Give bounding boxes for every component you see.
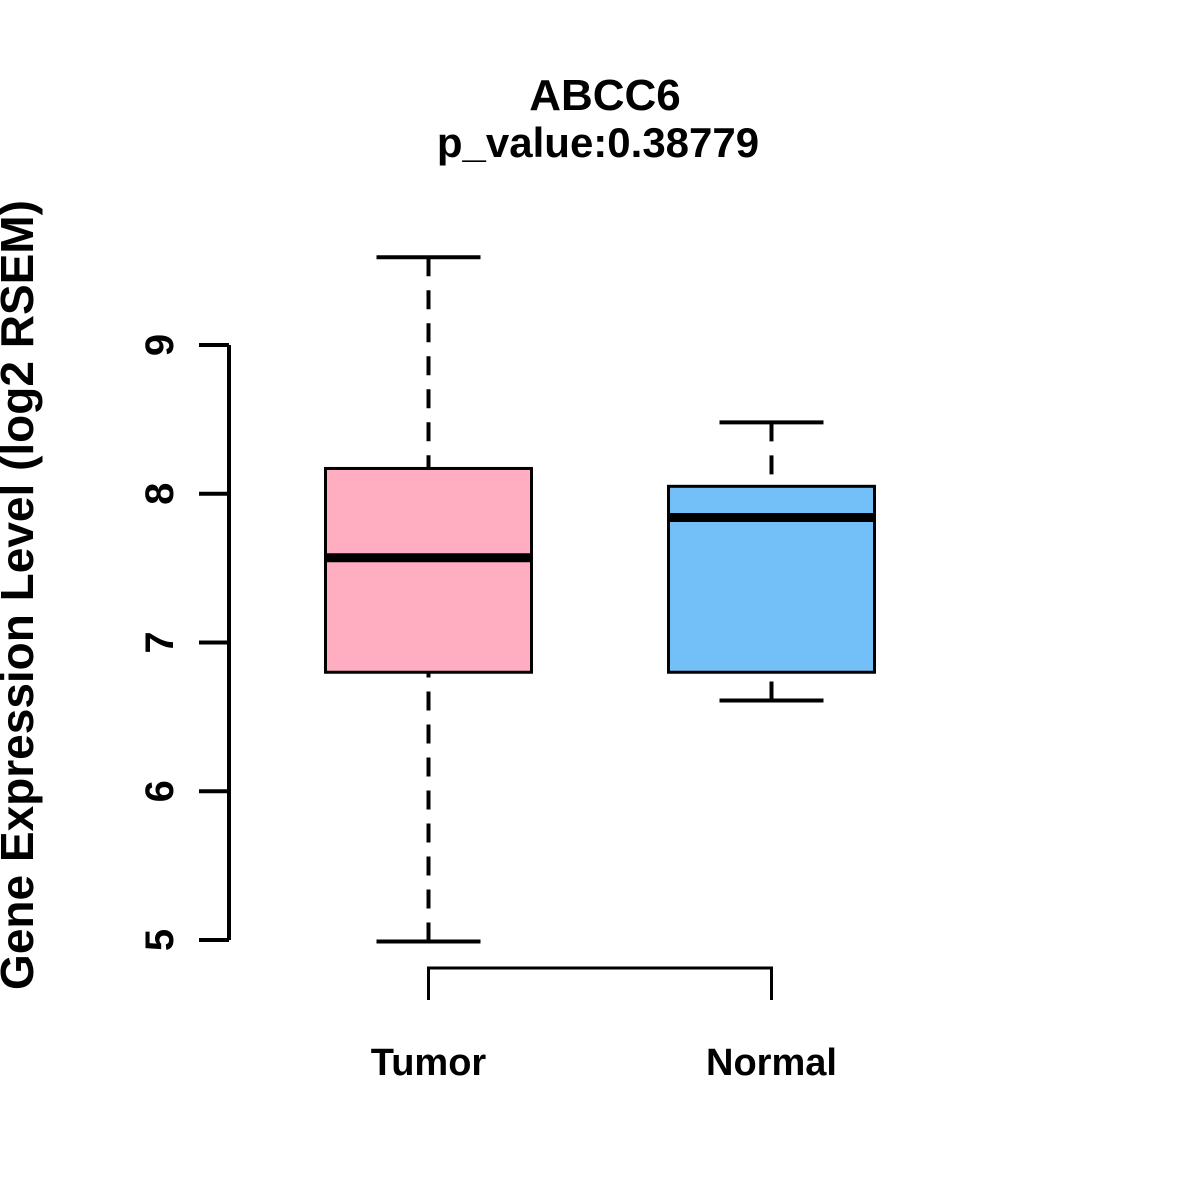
y-axis-tick-label-8: 8	[138, 483, 182, 505]
y-axis-tick-label-7: 7	[138, 631, 182, 653]
y-axis-label: Gene Expression Level (log2 RSEM)	[0, 200, 43, 990]
y-axis-tick-label-9: 9	[138, 334, 182, 356]
plot-area: 5 6 7 8 9	[138, 255, 876, 1000]
comparison-bracket	[427, 966, 773, 1000]
y-axis-tick-label-6: 6	[138, 780, 182, 802]
y-axis-tick-label-5: 5	[138, 929, 182, 951]
tumor-box	[324, 466, 533, 674]
chart-subtitle: p_value:0.38779	[437, 119, 759, 166]
x-category-label-normal: Normal	[706, 1042, 837, 1084]
chart-title: ABCC6	[529, 71, 681, 120]
x-category-label-tumor: Tumor	[371, 1042, 487, 1084]
